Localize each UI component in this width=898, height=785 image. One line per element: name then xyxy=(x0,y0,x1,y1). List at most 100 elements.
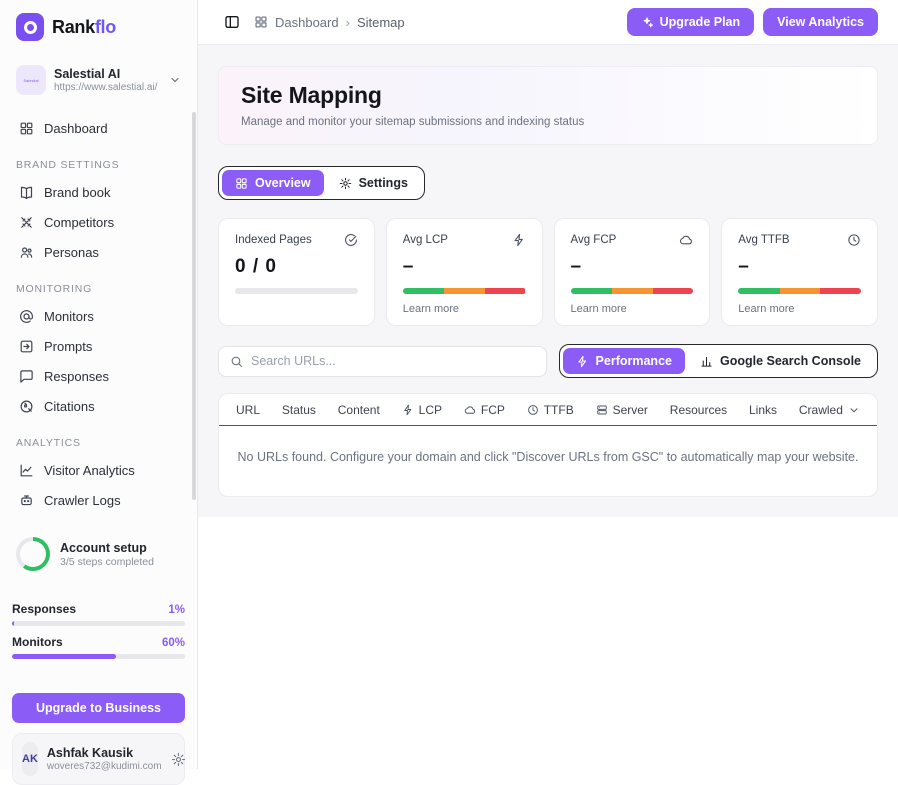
sidebar-item-label: Visitor Analytics xyxy=(44,462,135,478)
sidebar-item-label: Competitors xyxy=(44,214,115,230)
stat-label: Avg FCP xyxy=(570,234,617,246)
account-setup-title: Account setup xyxy=(60,540,147,555)
main-area: Dashboard › Sitemap Upgrade Plan View Ana… xyxy=(198,0,898,769)
account-setup[interactable]: Account setup 3/5 steps completed xyxy=(12,535,185,573)
stat-card-avg-fcp: Avg FCP – Learn more xyxy=(553,218,711,326)
sidebar-item-label: Monitors xyxy=(44,308,94,324)
sidebar-item-competitors[interactable]: Competitors xyxy=(12,207,185,237)
tab-settings[interactable]: Settings xyxy=(326,170,421,196)
usage-monitors: Monitors 60% xyxy=(12,635,185,659)
column-header-content[interactable]: Content xyxy=(337,403,380,417)
threshold-bar xyxy=(570,288,694,294)
at-icon xyxy=(18,308,34,324)
usage-bar xyxy=(12,621,185,626)
sidebar-item-brand-book[interactable]: Brand book xyxy=(12,177,185,207)
sidebar-item-label: Crawler Logs xyxy=(44,492,121,508)
sidebar-item-visitor-analytics[interactable]: Visitor Analytics xyxy=(12,455,185,485)
chevron-down-icon xyxy=(169,74,181,86)
lightning-icon xyxy=(512,233,526,247)
table-header-row: URL Status Content LCP FCP TTFB Server Resource… xyxy=(219,394,877,426)
workspace-name: Salestial AI xyxy=(54,67,121,81)
sidebar-section-heading-monitoring: MONITORING xyxy=(16,283,93,295)
sidebar-item-prompts[interactable]: Prompts xyxy=(12,331,185,361)
view-tabs: Overview Settings xyxy=(218,166,425,200)
column-header-server[interactable]: Server xyxy=(596,403,648,417)
account-setup-progress-ring xyxy=(16,537,50,571)
usage-percent: 1% xyxy=(168,604,185,616)
user-settings-gear-icon[interactable] xyxy=(171,752,186,767)
chat-icon xyxy=(18,368,34,384)
learn-more-link[interactable]: Learn more xyxy=(570,303,627,315)
prompt-icon xyxy=(18,338,34,354)
sparkles-icon xyxy=(641,16,654,29)
usage-label: Monitors xyxy=(12,635,63,649)
usage-label: Responses xyxy=(12,602,77,616)
content: Site Mapping Manage and monitor your sit… xyxy=(198,45,898,517)
sidebar-item-label: Dashboard xyxy=(44,120,108,136)
account-setup-subtitle: 3/5 steps completed xyxy=(60,555,154,568)
lightning-icon xyxy=(402,404,414,416)
usage-percent: 60% xyxy=(161,637,185,649)
column-header-links[interactable]: Links xyxy=(749,403,778,417)
page-header-card: Site Mapping Manage and monitor your sit… xyxy=(218,66,878,145)
stat-card-avg-ttfb: Avg TTFB – Learn more xyxy=(721,218,878,326)
sidebar-item-label: Prompts xyxy=(44,338,93,354)
sidebar-item-label: Brand book xyxy=(44,184,111,200)
stat-cards: Indexed Pages 0 / 0 Avg LCP – Learn more… xyxy=(218,218,878,326)
column-header-url[interactable]: URL xyxy=(236,403,261,417)
search-input[interactable] xyxy=(251,354,535,368)
topbar-actions: Upgrade Plan View Analytics xyxy=(626,8,878,36)
upgrade-plan-button[interactable]: Upgrade Plan xyxy=(626,8,755,36)
stat-value: 0 / 0 xyxy=(235,256,277,277)
sidebar-nav: Dashboard BRAND SETTINGS Brand book Compe… xyxy=(12,113,185,515)
app-logo: Rankflo xyxy=(12,13,185,41)
tab-overview[interactable]: Overview xyxy=(222,170,324,196)
sidebar-section-heading-brand-settings: BRAND SETTINGS xyxy=(16,159,120,171)
stat-value: – xyxy=(738,256,750,277)
sidebar: Rankflo Salestial Salestial AI https://w… xyxy=(0,0,198,785)
sidebar-item-personas[interactable]: Personas xyxy=(12,237,185,267)
sidebar-toggle-icon[interactable] xyxy=(224,14,240,30)
page-title: Site Mapping xyxy=(241,82,382,108)
stat-value: – xyxy=(570,256,583,277)
user-email: woveres732@kudimi.com xyxy=(46,761,162,772)
view-analytics-button[interactable]: View Analytics xyxy=(763,8,878,36)
breadcrumb: Dashboard › Sitemap xyxy=(254,15,405,30)
stat-label: Indexed Pages xyxy=(235,234,312,246)
gear-icon xyxy=(339,177,352,190)
learn-more-link[interactable]: Learn more xyxy=(402,303,460,315)
breadcrumb-separator: › xyxy=(345,14,350,30)
url-table: URL Status Content LCP FCP TTFB Server Resource… xyxy=(218,393,878,497)
column-header-lcp[interactable]: LCP xyxy=(402,403,442,417)
people-icon xyxy=(18,244,34,260)
user-name: Ashfak Kausik xyxy=(46,746,134,760)
upgrade-business-button[interactable]: Upgrade to Business xyxy=(12,693,185,723)
toggle-performance[interactable]: Performance xyxy=(562,348,685,374)
stat-label: Avg TTFB xyxy=(738,234,790,246)
column-header-status[interactable]: Status xyxy=(281,403,316,417)
sidebar-item-responses[interactable]: Responses xyxy=(12,361,185,391)
breadcrumb-root[interactable]: Dashboard xyxy=(275,14,339,30)
sidebar-item-crawler-logs[interactable]: Crawler Logs xyxy=(12,485,185,515)
learn-more-link[interactable]: Learn more xyxy=(738,303,795,315)
column-header-fcp[interactable]: FCP xyxy=(464,403,505,417)
chevron-down-icon xyxy=(848,404,860,416)
dashboard-grid-icon xyxy=(254,15,268,29)
sidebar-scrollbar[interactable] xyxy=(192,112,196,500)
page-subtitle: Manage and monitor your sitemap submissi… xyxy=(241,116,585,128)
workspace-avatar: Salestial xyxy=(16,65,46,95)
sidebar-item-citations[interactable]: Citations xyxy=(12,391,185,421)
toggle-google-search-console[interactable]: Google Search Console xyxy=(687,348,874,374)
usage-meters: Responses 1% Monitors 60% xyxy=(12,593,185,661)
cloud-icon xyxy=(679,233,693,247)
column-header-resources[interactable]: Resources xyxy=(669,403,728,417)
user-card[interactable]: AK Ashfak Kausik woveres732@kudimi.com xyxy=(12,733,185,785)
sidebar-item-dashboard[interactable]: Dashboard xyxy=(12,113,185,143)
progress-bar xyxy=(235,288,358,294)
column-header-crawled[interactable]: Crawled xyxy=(799,403,860,417)
workspace-selector[interactable]: Salestial Salestial AI https://www.sales… xyxy=(12,63,185,97)
column-header-ttfb[interactable]: TTFB xyxy=(527,403,574,417)
topbar: Dashboard › Sitemap Upgrade Plan View Ana… xyxy=(198,0,898,45)
sidebar-item-monitors[interactable]: Monitors xyxy=(12,301,185,331)
